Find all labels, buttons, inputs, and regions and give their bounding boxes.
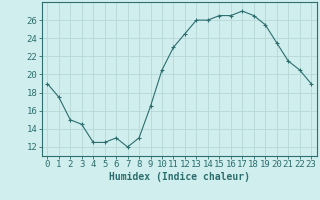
X-axis label: Humidex (Indice chaleur): Humidex (Indice chaleur) xyxy=(109,172,250,182)
